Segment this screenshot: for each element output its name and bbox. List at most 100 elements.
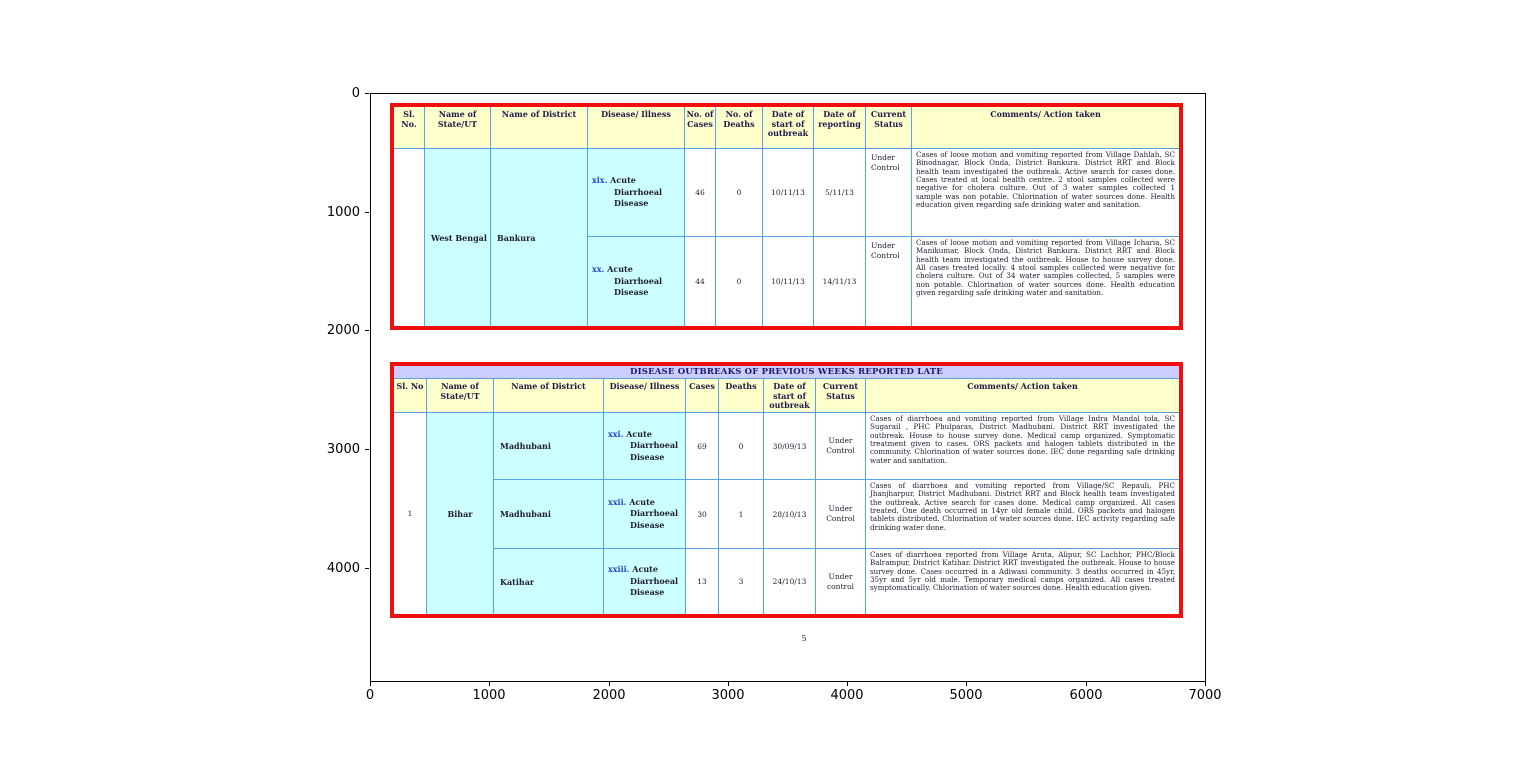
disease-name: Acute Diarrhoeal Disease: [607, 264, 663, 298]
x-tick-label: 7000: [1188, 688, 1222, 703]
x-tick-label: 6000: [1069, 688, 1103, 703]
row-numeral: xxii.: [608, 496, 627, 507]
y-tick: [365, 212, 369, 213]
column-header-date-start: Date of start of outbreak: [764, 379, 816, 413]
column-header-deaths: No. of Deaths: [716, 107, 763, 149]
disease-name: Acute Diarrhoeal Disease: [629, 496, 679, 530]
cell-date-start: 24/10/13: [764, 549, 816, 614]
cell-comments: Cases of diarrhoea and vomiting reported…: [866, 480, 1179, 549]
x-tick-label: 0: [365, 688, 375, 703]
cell-comments: Cases of loose motion and vomiting repor…: [912, 149, 1179, 237]
cell-disease: xx. Acute Diarrhoeal Disease: [588, 237, 685, 326]
cell-status: Under control: [816, 549, 866, 614]
outbreak-table-current-week: Sl. No. Name of State/UT Name of Distric…: [390, 103, 1183, 330]
table-banner: DISEASE OUTBREAKS OF PREVIOUS WEEKS REPO…: [394, 366, 1179, 379]
disease-name: Acute Diarrhoeal Disease: [626, 428, 679, 462]
cell-state: Bihar: [427, 413, 494, 614]
outbreak-table-previous-weeks: DISEASE OUTBREAKS OF PREVIOUS WEEKS REPO…: [390, 362, 1183, 618]
x-tick: [728, 682, 729, 686]
y-tick: [365, 568, 369, 569]
row-numeral: xxi.: [608, 428, 624, 439]
cell-disease: xxiii. Acute Diarrhoeal Disease: [604, 549, 686, 614]
cell-district: Katihar: [494, 549, 604, 614]
cell-comments: Cases of loose motion and vomiting repor…: [916, 238, 1175, 297]
cell-date-start: 10/11/13: [763, 149, 814, 237]
x-tick: [1205, 682, 1206, 686]
cell-date-reporting: 5/11/13: [814, 149, 866, 237]
cell-comments: Cases of diarrhoea and vomiting reported…: [866, 413, 1179, 480]
x-tick: [847, 682, 848, 686]
cell-deaths: 0: [716, 149, 763, 237]
cell-deaths: 3: [719, 549, 764, 614]
cell-deaths: 0: [719, 413, 764, 480]
x-tick-label: 2000: [592, 688, 626, 703]
x-tick-label: 4000: [830, 688, 864, 703]
cell-cases: 46: [685, 149, 716, 237]
column-header-status: Current Status: [816, 379, 866, 413]
row-numeral: xix.: [592, 175, 608, 186]
cell-cases: 30: [686, 480, 719, 549]
x-tick: [489, 682, 490, 686]
column-header-sl-no: Sl. No: [394, 379, 427, 413]
y-tick-label: 2000: [326, 323, 360, 338]
y-tick-label: 3000: [326, 442, 360, 457]
row-numeral: xx.: [592, 264, 605, 275]
row-numeral: xxiii.: [608, 564, 630, 575]
cell-state: West Bengal: [425, 149, 491, 326]
cell-date-start: 10/11/13: [763, 237, 814, 326]
cell-deaths: 1: [719, 480, 764, 549]
cell-district: Madhubani: [494, 413, 604, 480]
y-tick: [365, 330, 369, 331]
column-header-date-start: Date of start of outbreak: [763, 107, 814, 149]
y-tick-label: 4000: [326, 561, 360, 576]
column-header-sl-no: Sl. No.: [394, 107, 425, 149]
cell-disease: xix. Acute Diarrhoeal Disease: [588, 149, 685, 237]
y-tick: [365, 449, 369, 450]
y-tick-label: 0: [351, 86, 360, 101]
cell-status: Under Control: [866, 237, 912, 326]
x-tick: [609, 682, 610, 686]
cell-cases: 13: [686, 549, 719, 614]
cell-date-start: 30/09/13: [764, 413, 816, 480]
disease-name: Acute Diarrhoeal Disease: [610, 175, 663, 209]
column-header-disease: Disease/ Illness: [604, 379, 686, 413]
column-header-comments: Comments/ Action taken: [912, 107, 1179, 149]
column-header-state: Name of State/UT: [427, 379, 494, 413]
cell-comments: Cases of diarrhoea reported from Village…: [870, 550, 1175, 593]
cell-sl-no: [394, 149, 425, 326]
cell-sl-no: 1: [394, 413, 427, 614]
cell-cases: 44: [685, 237, 716, 326]
cell-disease: xxi. Acute Diarrhoeal Disease: [604, 413, 686, 480]
x-tick-label: 5000: [949, 688, 983, 703]
y-tick-label: 1000: [326, 205, 360, 220]
x-tick: [966, 682, 967, 686]
column-header-district: Name of District: [491, 107, 588, 149]
x-tick: [370, 682, 371, 686]
cell-status: Under Control: [816, 413, 866, 480]
page-number: 5: [801, 634, 807, 643]
column-header-state: Name of State/UT: [425, 107, 491, 149]
column-header-deaths: Deaths: [719, 379, 764, 413]
cell-cases: 69: [686, 413, 719, 480]
x-tick-label: 3000: [711, 688, 745, 703]
cell-deaths: 0: [716, 237, 763, 326]
column-header-district: Name of District: [494, 379, 604, 413]
y-tick: [365, 93, 369, 94]
column-header-cases: No. of Cases: [685, 107, 716, 149]
cell-district: Bankura: [491, 149, 588, 326]
cell-district: Madhubani: [494, 480, 604, 549]
x-tick-label: 1000: [472, 688, 506, 703]
cell-status: Under Control: [816, 480, 866, 549]
column-header-cases: Cases: [686, 379, 719, 413]
column-header-disease: Disease/ Illness: [588, 107, 685, 149]
column-header-comments: Comments/ Action taken: [866, 379, 1179, 413]
column-header-status: Current Status: [866, 107, 912, 149]
x-tick: [1086, 682, 1087, 686]
cell-date-start: 28/10/13: [764, 480, 816, 549]
column-header-date-reporting: Date of reporting: [814, 107, 866, 149]
cell-disease: xxii. Acute Diarrhoeal Disease: [604, 480, 686, 549]
cell-date-reporting: 14/11/13: [814, 237, 866, 326]
cell-status: Under Control: [866, 149, 912, 237]
disease-name: Acute Diarrhoeal Disease: [630, 564, 679, 598]
